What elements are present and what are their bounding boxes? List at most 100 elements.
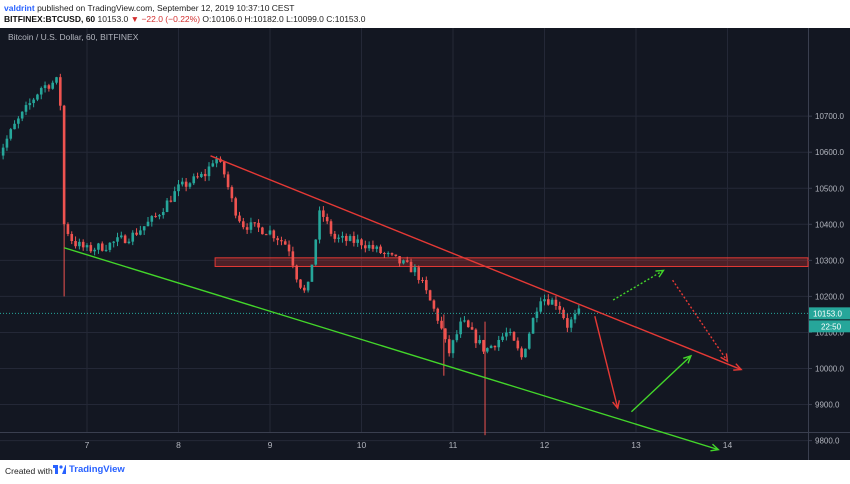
candle-body — [89, 245, 93, 252]
candle-body — [242, 221, 245, 228]
price-change: −22.0 (−0.22%) — [141, 14, 201, 24]
candle-body — [97, 243, 100, 250]
candle-body — [188, 183, 192, 187]
candle-body — [577, 308, 581, 315]
chart-header: valdrint published on TradingView.com, S… — [0, 0, 850, 28]
candle-body — [268, 230, 272, 235]
red-down-arrow — [594, 316, 619, 409]
candle-body — [329, 221, 333, 234]
candle-body — [203, 173, 207, 177]
lower-support-line — [63, 247, 719, 451]
candle-body — [78, 241, 81, 247]
y-tick-label: 10500.0 — [815, 184, 844, 193]
price-chart[interactable]: Bitcoin / U.S. Dollar, 60, BITFINEX 10700… — [0, 28, 850, 460]
candle-body — [253, 222, 257, 224]
candle-body — [344, 235, 348, 241]
symbol-label[interactable]: BITFINEX:BTCUSD, 60 — [4, 14, 96, 24]
candle-body — [440, 320, 443, 329]
candle-body — [402, 260, 405, 264]
candle-body — [501, 336, 504, 340]
candle-body — [177, 184, 180, 192]
candle-body — [341, 235, 344, 238]
candle-body — [398, 256, 401, 264]
candle-body — [539, 301, 542, 312]
candle-body — [493, 345, 497, 348]
candle-body — [135, 232, 138, 235]
y-tick-label: 10200.0 — [815, 292, 844, 301]
candle-body — [463, 320, 466, 322]
candle-body — [169, 200, 173, 202]
y-tick-label: 10000.0 — [815, 365, 844, 374]
candle-body — [444, 328, 447, 340]
candle-body — [367, 244, 371, 249]
y-tick-label: 9900.0 — [815, 401, 840, 410]
candle-body — [405, 260, 409, 262]
candle-body — [283, 241, 287, 245]
down-triangle-icon: ▼ — [130, 14, 140, 24]
candle-body — [299, 279, 302, 288]
candle-body — [390, 253, 394, 255]
candle-body — [451, 340, 455, 354]
candle-body — [543, 299, 546, 302]
y-tick-label: 10100.0 — [815, 328, 844, 337]
candle-body — [17, 118, 20, 124]
candle-body — [310, 264, 314, 282]
candle-body — [108, 242, 112, 250]
candle-body — [245, 227, 249, 230]
y-tick-label: 10700.0 — [815, 112, 844, 121]
x-tick-label: 8 — [176, 440, 181, 450]
candle-body — [432, 300, 436, 309]
candle-body — [150, 216, 154, 222]
chart-title: Bitcoin / U.S. Dollar, 60, BITFINEX — [8, 32, 139, 42]
x-tick-label: 7 — [85, 440, 90, 450]
candle-body — [9, 129, 13, 139]
candle-body — [409, 261, 413, 273]
candle-body — [70, 233, 74, 242]
candle-body — [295, 265, 298, 280]
candle-body — [524, 348, 527, 358]
candle-body — [371, 244, 375, 249]
author-link[interactable]: valdrint — [4, 3, 35, 13]
candle-body — [428, 290, 432, 301]
candle-body — [5, 138, 9, 148]
candle-body — [139, 230, 142, 235]
x-tick-label: 14 — [723, 440, 733, 450]
candle-body — [276, 238, 279, 241]
tradingview-brand[interactable]: TradingView — [53, 464, 125, 475]
candle-body — [211, 163, 215, 167]
candle-body — [100, 243, 104, 251]
candle-body — [306, 281, 310, 291]
candle-body — [508, 331, 512, 333]
candle-body — [474, 329, 478, 344]
candle-body — [55, 77, 58, 83]
candle-body — [249, 222, 253, 230]
candle-body — [512, 331, 516, 341]
chart-area[interactable]: Bitcoin / U.S. Dollar, 60, BITFINEX 10700… — [0, 28, 850, 460]
candle-body — [112, 241, 115, 243]
candle-body — [569, 319, 573, 328]
candle-body — [314, 239, 318, 265]
created-with-text: Created with — [5, 466, 53, 476]
candle-body — [39, 88, 43, 95]
candle-body — [348, 236, 352, 241]
candle-body — [436, 308, 440, 321]
candle-body — [535, 311, 539, 318]
candle-body — [131, 232, 135, 242]
candle-body — [165, 200, 169, 212]
symbol-line: BITFINEX:BTCUSD, 60 10153.0 ▼ −22.0 (−0.… — [4, 14, 365, 24]
x-tick-label: 12 — [540, 440, 550, 450]
tradingview-logo-icon — [53, 465, 66, 474]
ohlc-values: O:10106.0 H:10182.0 L:10099.0 C:10153.0 — [202, 14, 366, 24]
candle-body — [264, 234, 268, 236]
candle-body — [478, 340, 481, 344]
candle-body — [554, 299, 558, 307]
candle-body — [184, 181, 188, 187]
candle-body — [455, 334, 459, 341]
x-tick-label: 13 — [631, 440, 641, 450]
green-dotted-arrow — [612, 269, 664, 301]
y-tick-label: 10300.0 — [815, 256, 844, 265]
upper-resistance-arrowhead — [733, 363, 743, 371]
resistance-zone — [214, 257, 809, 267]
candle-body — [386, 253, 390, 255]
candle-body — [13, 123, 16, 130]
